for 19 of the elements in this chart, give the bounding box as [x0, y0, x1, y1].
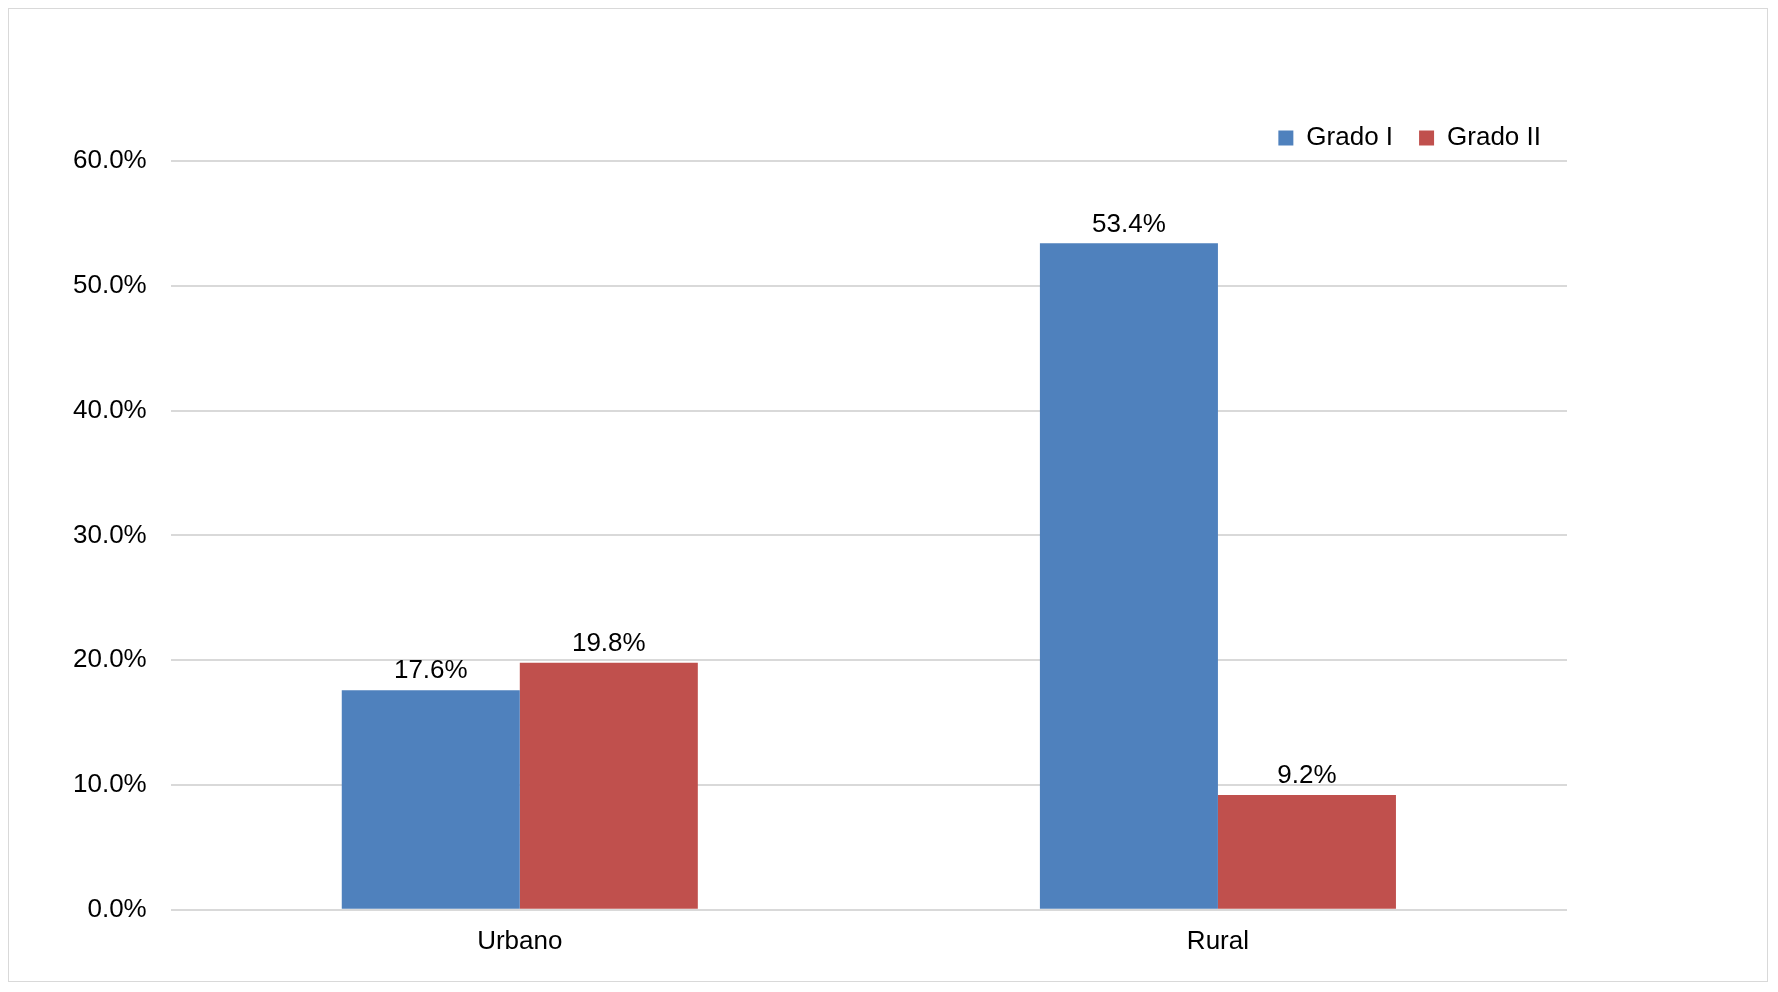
y-tick-label: 10.0% [72, 768, 147, 799]
x-tick-label: Urbano [477, 924, 563, 955]
data-label: 17.6% [393, 654, 468, 685]
y-tick-label: 40.0% [72, 393, 147, 424]
y-tick-label: 50.0% [72, 268, 147, 299]
y-tick-label: 0.0% [87, 892, 147, 923]
x-tick-label: Rural [1186, 924, 1249, 955]
legend-label: Grado II [1447, 121, 1541, 152]
data-label: 19.8% [571, 626, 646, 657]
bar [1039, 243, 1218, 909]
bar [1217, 794, 1396, 909]
y-tick-label: 20.0% [72, 643, 147, 674]
legend-label: Grado I [1306, 121, 1394, 152]
data-label: 53.4% [1092, 207, 1166, 238]
bar [519, 662, 698, 909]
data-label: 9.2% [1277, 759, 1337, 790]
y-tick-label: 60.0% [72, 144, 147, 175]
y-tick-label: 30.0% [72, 518, 147, 549]
bar [341, 690, 520, 909]
